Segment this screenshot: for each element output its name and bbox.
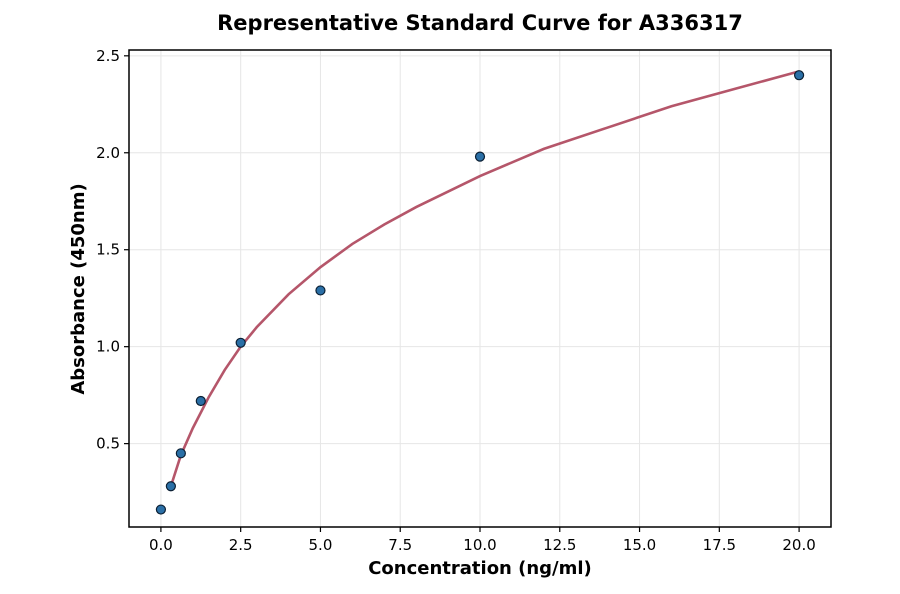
x-tick-label: 17.5 [703, 536, 736, 554]
x-tick-label: 12.5 [543, 536, 576, 554]
x-tick-label: 0.0 [149, 536, 173, 554]
x-tick-label: 20.0 [782, 536, 815, 554]
data-points-layer [155, 70, 805, 515]
y-tick-label: 1.5 [96, 241, 120, 259]
x-tick-label: 15.0 [623, 536, 656, 554]
fit-curve-layer [169, 70, 800, 487]
y-axis-label: Absorbance (450nm) [68, 183, 89, 394]
data-point [155, 504, 167, 515]
y-tick-label: 2.5 [96, 47, 120, 65]
x-axis-label: Concentration (ng/ml) [368, 558, 592, 579]
data-point [474, 151, 486, 162]
chart-title: Representative Standard Curve for A33631… [217, 11, 743, 35]
x-tick-label: 7.5 [388, 536, 412, 554]
tick-layer: 0.0 2.5 5.0 7.5 10.0 12.5 15.0 17.5 20.0 0.5 1.0 1.… [96, 47, 816, 554]
x-tick-label: 10.0 [463, 536, 496, 554]
x-tick-label: 2.5 [229, 536, 253, 554]
fit-curve-line [169, 70, 800, 487]
y-tick-label: 0.5 [96, 435, 120, 453]
data-point [165, 481, 176, 492]
x-tick-label: 5.0 [309, 536, 333, 554]
grid-layer [129, 50, 831, 527]
y-tick-label: 2.0 [96, 144, 120, 162]
data-point [175, 448, 186, 459]
data-point [793, 70, 805, 81]
data-point [195, 395, 206, 407]
data-point [315, 285, 326, 296]
y-tick-label: 1.0 [96, 338, 120, 356]
data-point [235, 337, 246, 348]
